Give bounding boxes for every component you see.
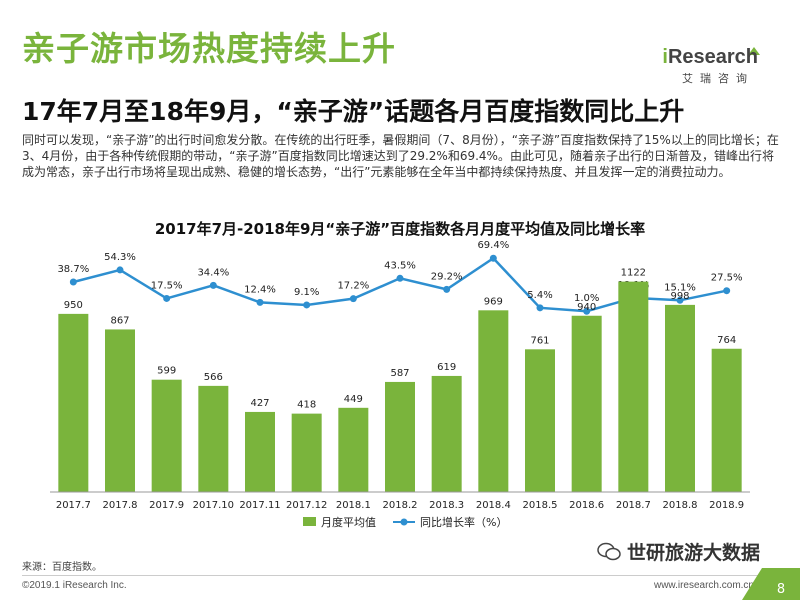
growth-rate-label: 1.0% bbox=[574, 293, 599, 304]
x-tick-label: 2018.1 bbox=[336, 500, 371, 511]
x-tick-label: 2017.8 bbox=[103, 500, 138, 511]
bar-value-label: 449 bbox=[344, 394, 363, 405]
bar-2018.7 bbox=[618, 281, 649, 492]
growth-rate-point bbox=[163, 294, 171, 302]
copyright-text: ©2019.1 iResearch Inc. bbox=[22, 580, 127, 591]
growth-rate-point bbox=[396, 274, 404, 282]
footer-divider bbox=[22, 575, 760, 576]
bar-2018.4 bbox=[478, 310, 509, 492]
growth-rate-point bbox=[256, 298, 264, 306]
x-tick-label: 2018.3 bbox=[429, 500, 464, 511]
bar-value-label: 1122 bbox=[621, 268, 646, 279]
x-tick-label: 2017.7 bbox=[56, 500, 91, 511]
bar-value-label: 418 bbox=[297, 400, 316, 411]
x-tick-label: 2017.12 bbox=[286, 500, 327, 511]
growth-rate-point bbox=[723, 287, 731, 295]
x-tick-label: 2017.11 bbox=[239, 500, 280, 511]
bar-2017.12 bbox=[291, 413, 322, 492]
logo-triangle-icon bbox=[748, 47, 760, 55]
page-number-decoration bbox=[742, 568, 762, 600]
page-title: 亲子游市场热度持续上升 bbox=[22, 29, 396, 68]
bar-2017.11 bbox=[245, 411, 275, 492]
growth-rate-label: 38.7% bbox=[57, 264, 89, 275]
growth-rate-point bbox=[209, 281, 217, 289]
bar-value-label: 969 bbox=[484, 296, 503, 307]
growth-rate-point bbox=[303, 301, 311, 309]
bar-value-label: 566 bbox=[204, 372, 223, 383]
bar-2017.10 bbox=[198, 385, 229, 492]
x-tick-label: 2017.10 bbox=[193, 500, 234, 511]
growth-rate-point bbox=[116, 266, 124, 274]
growth-rate-label: 34.4% bbox=[197, 267, 229, 278]
bar-2018.8 bbox=[665, 304, 695, 492]
x-tick-label: 2018.7 bbox=[616, 500, 651, 511]
x-tick-label: 2018.5 bbox=[523, 500, 558, 511]
bar-value-label: 587 bbox=[390, 368, 409, 379]
source-note: 来源：百度指数。 bbox=[22, 562, 102, 573]
growth-rate-point bbox=[536, 304, 544, 312]
iresearch-logo: iResearch 艾瑞咨询 bbox=[628, 46, 760, 86]
x-tick-label: 2017.9 bbox=[149, 500, 184, 511]
bar-value-label: 940 bbox=[577, 302, 596, 313]
growth-rate-label: 69.4% bbox=[477, 240, 509, 251]
growth-rate-label: 27.5% bbox=[711, 273, 743, 284]
bar-value-label: 599 bbox=[157, 366, 176, 377]
bar-value-label: 761 bbox=[530, 335, 549, 346]
growth-rate-label: 5.4% bbox=[527, 290, 552, 301]
x-tick-label: 2018.4 bbox=[476, 500, 511, 511]
bar-value-label: 427 bbox=[250, 398, 269, 409]
bar-2018.5 bbox=[525, 349, 555, 492]
legend-line-marker bbox=[400, 518, 408, 526]
logo-subtext: 艾瑞咨询 bbox=[682, 72, 754, 85]
bar-value-label: 998 bbox=[670, 291, 689, 302]
x-tick-label: 2018.2 bbox=[383, 500, 418, 511]
growth-rate-label: 54.3% bbox=[104, 252, 136, 263]
page-number: 8 bbox=[762, 568, 800, 600]
growth-rate-point bbox=[583, 307, 591, 315]
growth-rate-label: 9.1% bbox=[294, 287, 319, 298]
bar-2017.9 bbox=[151, 379, 182, 492]
growth-rate-label: 17.2% bbox=[337, 281, 369, 292]
bar-value-label: 867 bbox=[110, 315, 129, 326]
x-tick-label: 2018.9 bbox=[709, 500, 744, 511]
growth-rate-label: 15.1% bbox=[664, 282, 696, 293]
bar-2018.2 bbox=[385, 381, 415, 492]
growth-rate-point bbox=[443, 285, 451, 293]
bar-2018.3 bbox=[431, 375, 462, 492]
growth-rate-point bbox=[676, 296, 684, 304]
legend-bar-label: 月度平均值 bbox=[321, 515, 376, 529]
bar-value-label: 619 bbox=[437, 362, 456, 373]
growth-rate-label: 43.5% bbox=[384, 260, 416, 271]
watermark: 世研旅游大数据 bbox=[597, 538, 760, 565]
growth-rate-label: 17.5% bbox=[151, 280, 183, 291]
bar-2017.7 bbox=[58, 313, 89, 492]
legend-bar-swatch bbox=[303, 517, 316, 526]
growth-rate-point bbox=[349, 295, 357, 303]
bar-value-label: 764 bbox=[717, 335, 736, 346]
combo-chart: 38.7% 54.3% 17.5% 34.4% 12.4% 9.1% 17.2% 43.5% 2… bbox=[50, 240, 750, 529]
wechat-icon bbox=[597, 542, 621, 560]
legend-line-label: 同比增长率（%） bbox=[420, 515, 507, 529]
logo-wordmark: iResearch bbox=[662, 46, 758, 68]
watermark-text: 世研旅游大数据 bbox=[626, 542, 760, 564]
bar-2017.8 bbox=[105, 329, 135, 492]
bar-2018.1 bbox=[338, 407, 369, 492]
growth-rate-point bbox=[489, 254, 497, 262]
x-tick-label: 2018.6 bbox=[569, 500, 604, 511]
growth-rate-label: 29.2% bbox=[431, 271, 463, 282]
bar-2018.9 bbox=[711, 348, 742, 492]
growth-rate-point bbox=[69, 278, 77, 286]
page-subtitle: 17年7月至18年9月，“亲子游”话题各月百度指数同比上升 bbox=[22, 97, 685, 126]
description-paragraph: 同时可以发现，“亲子游”的出行时间愈发分散。在传统的出行旺季，暑假期间（7、8月… bbox=[22, 133, 779, 179]
website-text: www.iresearch.com.cn bbox=[653, 580, 754, 591]
bar-2018.6 bbox=[571, 315, 602, 492]
growth-rate-label: 12.4% bbox=[244, 284, 276, 295]
x-tick-label: 2018.8 bbox=[663, 500, 698, 511]
bar-value-label: 950 bbox=[64, 300, 83, 311]
chart-title: 2017年7月-2018年9月“亲子游”百度指数各月月度平均值及同比增长率 bbox=[154, 220, 646, 238]
